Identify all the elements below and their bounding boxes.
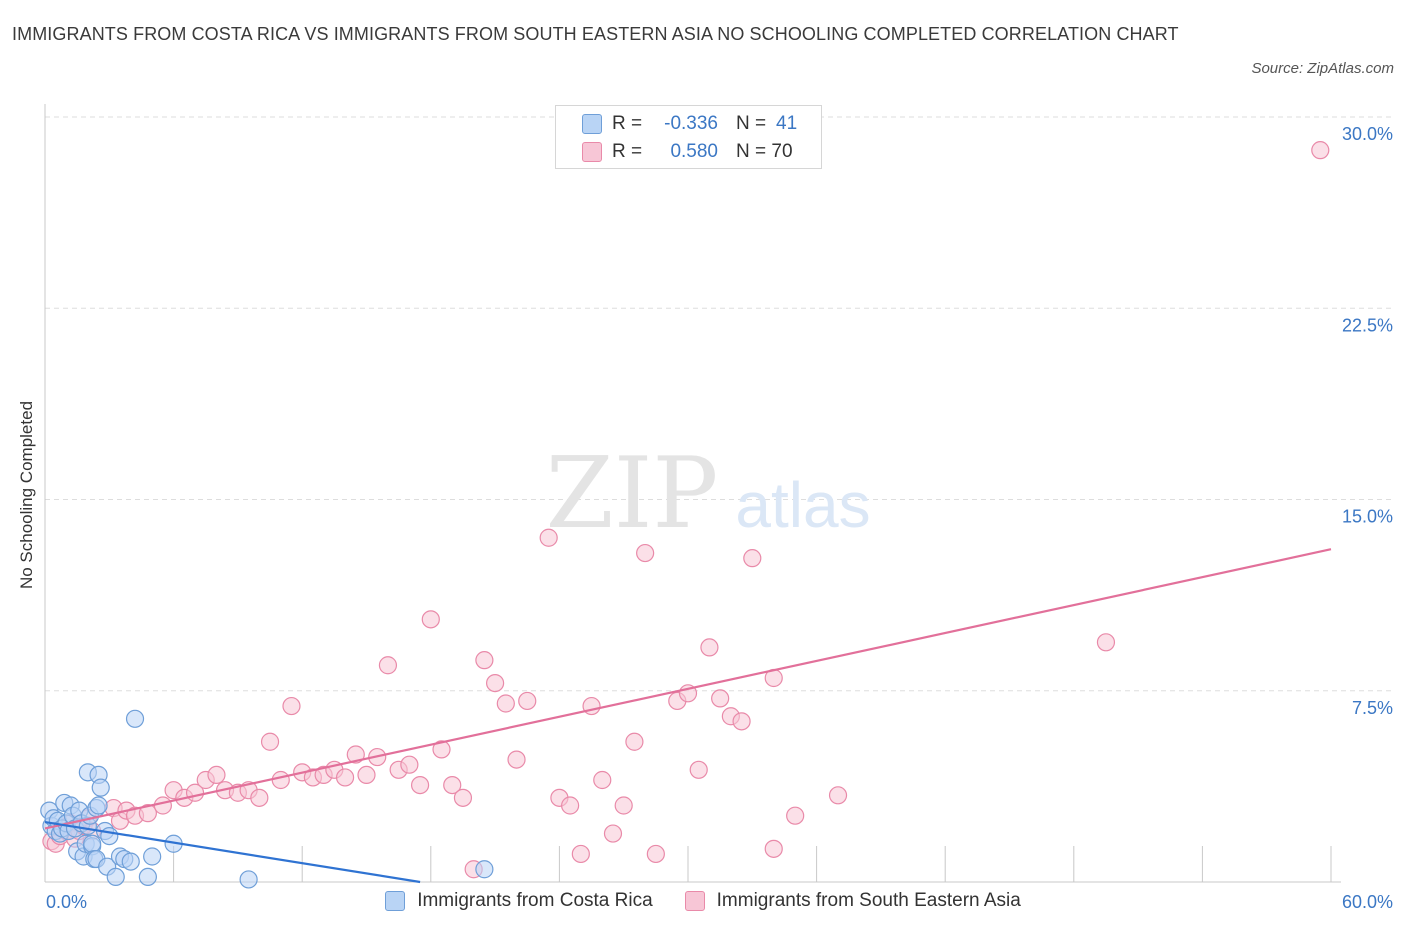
- data-point: [239, 870, 258, 889]
- trend-lines: [44, 548, 1332, 884]
- y-tick-label: 7.5%: [1352, 698, 1393, 718]
- data-point: [138, 867, 157, 887]
- watermark-atlas: atlas: [735, 469, 870, 541]
- legend-row-south-eastern-asia: R = 0.580 N = 70: [582, 139, 793, 165]
- data-point: [432, 740, 451, 759]
- data-point: [121, 852, 140, 871]
- x-tick-label: 60.0%: [1342, 892, 1393, 912]
- legend-swatch-blue: [385, 891, 406, 911]
- legend-swatch-blue: [582, 114, 602, 134]
- data-point: [732, 712, 751, 731]
- data-point: [593, 770, 612, 790]
- data-point: [625, 732, 644, 751]
- data-point: [571, 844, 590, 864]
- data-point: [711, 689, 730, 708]
- tick-labels: 7.5% 15.0% 22.5% 30.0% 0.0% 60.0%: [46, 124, 1393, 912]
- y-tick-label: 30.0%: [1342, 124, 1393, 144]
- data-point: [106, 867, 125, 887]
- legend-label-costa-rica: Immigrants from Costa Rica: [417, 890, 653, 911]
- data-point: [539, 528, 558, 547]
- data-point: [518, 691, 537, 711]
- legend-swatch-pink: [684, 891, 705, 911]
- data-point: [786, 806, 805, 825]
- data-point: [125, 709, 145, 728]
- data-point: [421, 610, 440, 629]
- data-point: [89, 796, 108, 815]
- legend-item-south-eastern-asia: Immigrants from South Eastern Asia: [684, 890, 1021, 912]
- legend-r-label: R =: [612, 141, 643, 162]
- source-label: Source: ZipAtlas.com: [1251, 60, 1394, 77]
- data-point: [507, 750, 526, 769]
- data-point: [689, 760, 708, 779]
- data-point: [282, 696, 301, 716]
- grid-lines: [45, 116, 1391, 692]
- legend-label-south-eastern-asia: Immigrants from South Eastern Asia: [716, 890, 1021, 911]
- data-point: [335, 768, 355, 787]
- data-point: [828, 786, 848, 805]
- data-point: [250, 788, 269, 807]
- data-point: [271, 770, 290, 790]
- legend-r-value: 0.580: [670, 141, 718, 162]
- y-tick-label: 15.0%: [1342, 507, 1393, 527]
- series-legend: Immigrants from Costa Rica Immigrants fr…: [0, 890, 1406, 912]
- series-south-eastern-asia: [42, 141, 1330, 879]
- data-point: [453, 788, 473, 807]
- watermark: ZIP atlas: [546, 437, 871, 551]
- trend-line-costa-rica: [44, 820, 421, 884]
- data-point: [743, 549, 762, 568]
- data-point: [260, 732, 280, 751]
- data-point: [91, 778, 110, 797]
- legend-n-label: N = 70: [736, 141, 793, 162]
- data-point: [153, 796, 172, 815]
- data-point: [207, 765, 226, 785]
- y-tick-label: 22.5%: [1342, 315, 1393, 335]
- legend-row-costa-rica: R = -0.336 N = 41: [582, 111, 797, 137]
- data-point: [700, 638, 719, 657]
- data-point: [764, 839, 783, 858]
- data-point: [496, 694, 515, 713]
- data-point: [475, 860, 494, 879]
- legend-n-value: 41: [776, 113, 798, 134]
- trend-line-south-eastern-asia: [44, 548, 1332, 830]
- data-point: [100, 826, 119, 846]
- legend-r-label: R =: [612, 113, 643, 134]
- data-point: [143, 847, 162, 866]
- data-point: [603, 824, 623, 843]
- legend-swatch-pink: [582, 142, 602, 162]
- legend-item-costa-rica: Immigrants from Costa Rica: [385, 890, 653, 912]
- data-point: [357, 765, 376, 785]
- legend-n-label: N =: [736, 113, 767, 134]
- data-point: [83, 834, 102, 853]
- legend-r-value: -0.336: [664, 113, 718, 134]
- data-point: [410, 775, 430, 795]
- data-point: [138, 804, 157, 823]
- data-point: [400, 755, 419, 774]
- data-point: [346, 745, 365, 764]
- data-point: [1311, 141, 1330, 160]
- data-point: [475, 651, 494, 670]
- data-point: [636, 543, 655, 563]
- data-point: [486, 673, 505, 693]
- data-point: [614, 796, 633, 815]
- chart-title: IMMIGRANTS FROM COSTA RICA VS IMMIGRANTS…: [12, 24, 1179, 44]
- data-point: [443, 775, 462, 795]
- data-point: [1096, 633, 1116, 652]
- stats-legend: R = -0.336 N = 41 R = 0.580 N = 70: [555, 105, 822, 169]
- x-tick-label: 0.0%: [46, 892, 87, 912]
- watermark-zip: ZIP: [546, 437, 719, 551]
- data-point: [561, 796, 580, 815]
- data-point: [646, 844, 665, 864]
- data-point: [378, 656, 398, 675]
- series-costa-rica: [40, 709, 494, 889]
